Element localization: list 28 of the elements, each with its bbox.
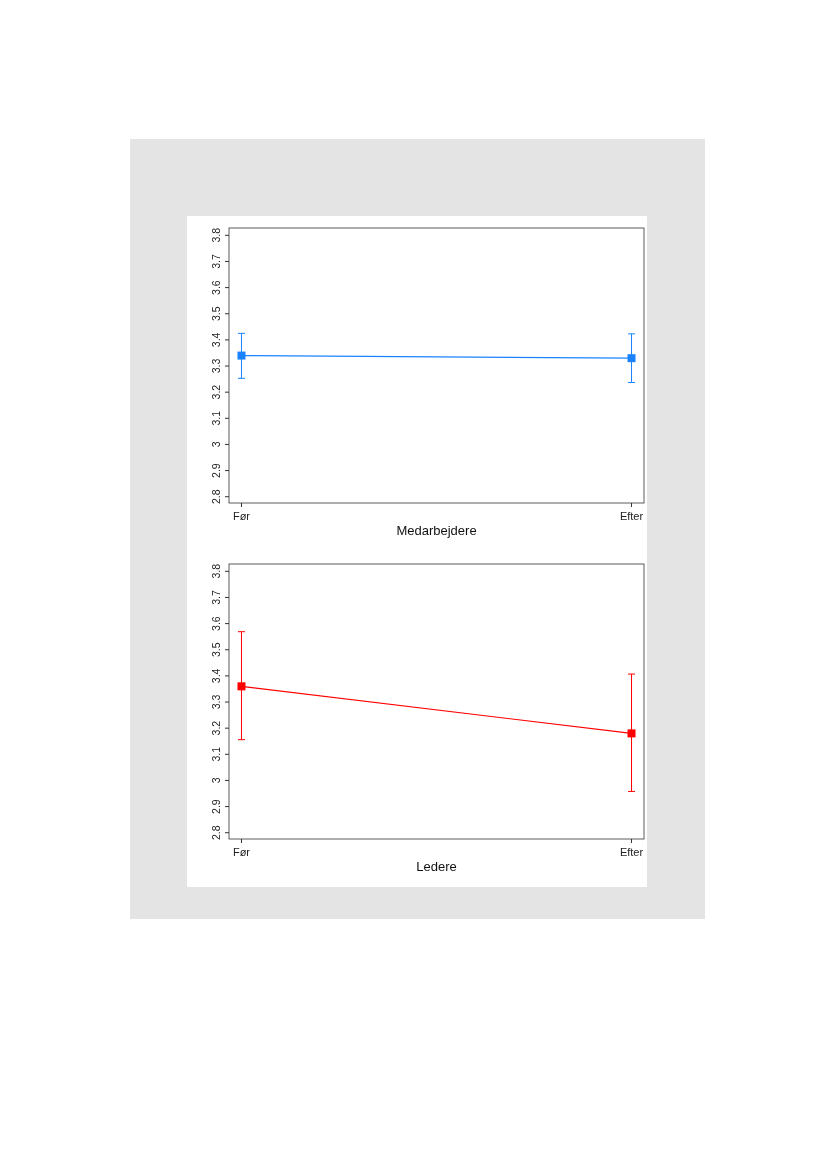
y-tick-label: 3.4 [210, 332, 222, 348]
x-tick-label: Før [232, 510, 251, 522]
y-tick-label: 2.9 [210, 799, 222, 814]
y-tick-label: 3 [210, 777, 222, 784]
y-tick-label: 3.7 [210, 254, 222, 269]
y-tick-label: 3.7 [210, 590, 222, 605]
y-tick-label: 3.2 [210, 384, 222, 400]
y-tick-label: 2.8 [210, 489, 222, 505]
y-tick-label: 2.9 [210, 463, 222, 478]
y-tick-label: 2.8 [210, 825, 222, 841]
x-tick-label: Efter [619, 510, 644, 522]
y-tick-label: 3 [210, 441, 222, 448]
y-tick-label: 3.6 [210, 280, 222, 295]
y-tick-label: 3.5 [210, 642, 222, 658]
x-tick-label: Efter [619, 846, 644, 858]
y-tick-label: 3.1 [210, 410, 222, 426]
y-tick-label: 3.4 [210, 668, 222, 684]
y-tick-label: 3.6 [210, 616, 222, 631]
y-tick-label: 3.8 [210, 563, 222, 579]
y-tick-label: 3.1 [210, 746, 222, 762]
x-tick-label: Før [232, 846, 251, 858]
y-tick-label: 3.8 [210, 227, 222, 243]
y-tick-label: 3.5 [210, 306, 222, 322]
x-axis-title: Ledere [416, 859, 457, 874]
y-tick-label: 3.3 [210, 358, 222, 374]
x-axis-title: Medarbejdere [396, 523, 477, 538]
y-tick-label: 3.2 [210, 720, 222, 736]
y-tick-label: 3.3 [210, 694, 222, 710]
